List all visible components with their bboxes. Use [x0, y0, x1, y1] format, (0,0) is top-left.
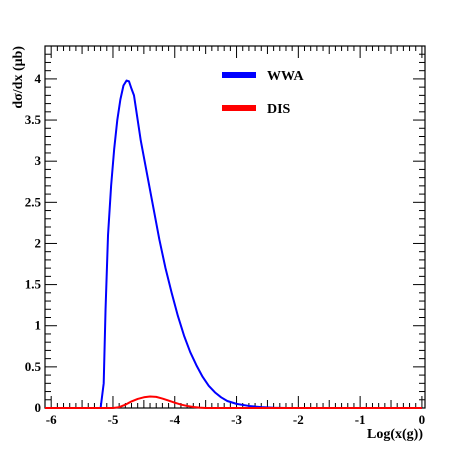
plot-frame — [44, 45, 426, 409]
series-lines — [45, 79, 422, 409]
y-axis-label: dσ/dx (μb) — [11, 46, 26, 109]
y-tick-label: 1 — [35, 318, 42, 333]
legend-label-dis: DIS — [267, 102, 291, 117]
x-axis-label: Log(x(g)) — [367, 427, 423, 442]
axis-ticks — [44, 45, 425, 409]
series-line-dis — [45, 395, 422, 409]
y-tick-label: 4 — [35, 71, 42, 86]
x-tick-label: -3 — [231, 412, 242, 427]
x-tick-label: -6 — [46, 412, 57, 427]
series-line-wwa — [45, 79, 422, 409]
x-tick-label: -1 — [355, 412, 366, 427]
x-tick-label: 0 — [419, 412, 426, 427]
legend-swatch-dis — [222, 105, 256, 111]
legend-swatch-wwa — [222, 72, 256, 78]
y-tick-label: 0 — [35, 400, 42, 415]
y-tick-label: 1.5 — [25, 277, 42, 292]
legend: WWA DIS — [222, 69, 304, 117]
axis-tick-labels: -6 -5 -4 -3 -2 -1 0 0 0.5 1 1.5 2 2.5 3 3.5 4 — [25, 71, 425, 427]
y-tick-label: 3.5 — [25, 112, 42, 127]
y-tick-label: 2 — [35, 235, 42, 250]
x-tick-label: -4 — [169, 412, 180, 427]
legend-label-wwa: WWA — [267, 69, 304, 84]
y-tick-label: 2.5 — [25, 194, 42, 209]
y-tick-label: 0.5 — [25, 359, 42, 374]
x-tick-label: -5 — [108, 412, 119, 427]
y-tick-label: 3 — [35, 153, 42, 168]
x-tick-label: -2 — [293, 412, 304, 427]
